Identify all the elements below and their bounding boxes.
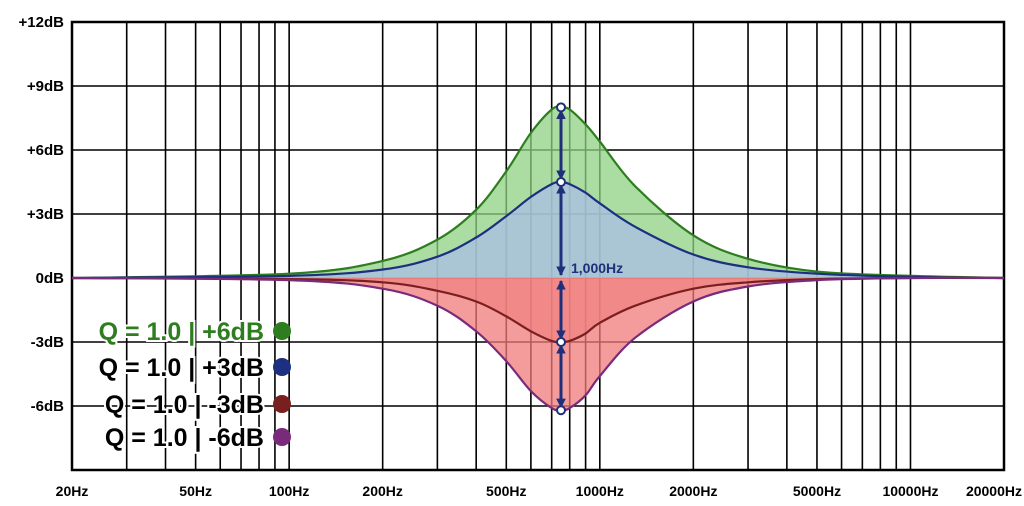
gain-arrows <box>555 102 566 416</box>
x-tick-label: 20Hz <box>56 483 89 499</box>
y-tick-label: +9dB <box>27 78 64 95</box>
y-tick-label: 0dB <box>36 270 65 287</box>
x-tick-label: 5000Hz <box>793 483 841 499</box>
x-tick-label: 50Hz <box>179 483 212 499</box>
y-tick-label: +6dB <box>27 142 64 159</box>
legend-label: Q = 1.0 | +3dB <box>99 354 264 382</box>
peak-marker-2 <box>555 337 566 347</box>
x-tick-label: 2000Hz <box>669 483 717 499</box>
x-tick-label: 100Hz <box>269 483 309 499</box>
series-fill-1 <box>72 181 1004 278</box>
center-frequency-annotation: 1,000Hz <box>571 260 623 276</box>
tick-labels: +12dB +9dB +6dB +3dB 0dB -3dB -6dB 20Hz 50Hz 100H… <box>19 14 1022 499</box>
y-tick-label: -3dB <box>31 334 65 351</box>
y-tick-label: -6dB <box>31 398 65 415</box>
legend-label: Q = 1.0 | +6dB <box>99 318 264 346</box>
x-tick-label: 500Hz <box>486 483 526 499</box>
series-fill-3 <box>72 277 1004 411</box>
legend-marker <box>273 358 291 376</box>
legend-marker <box>273 395 291 413</box>
x-tick-label: 10000Hz <box>882 483 938 499</box>
x-tick-label: 20000Hz <box>966 483 1022 499</box>
x-tick-label: 200Hz <box>362 483 402 499</box>
y-tick-label: +3dB <box>27 206 64 223</box>
legend-marker <box>273 428 291 446</box>
legend-marker <box>273 322 291 340</box>
legend: Q = 1.0 | +6dB Q = 1.0 | +3dB Q = 1.0 | -3… <box>97 316 291 454</box>
peak-marker-3 <box>555 405 566 416</box>
x-tick-label: 1000Hz <box>576 483 624 499</box>
plot-frame <box>70 20 1006 472</box>
peak-marker-1 <box>555 177 566 187</box>
legend-label: Q = 1.0 | -3dB <box>105 391 264 419</box>
y-tick-label: +12dB <box>19 14 65 31</box>
legend-label: Q = 1.0 | -6dB <box>105 424 264 452</box>
peak-marker-0 <box>555 102 566 113</box>
